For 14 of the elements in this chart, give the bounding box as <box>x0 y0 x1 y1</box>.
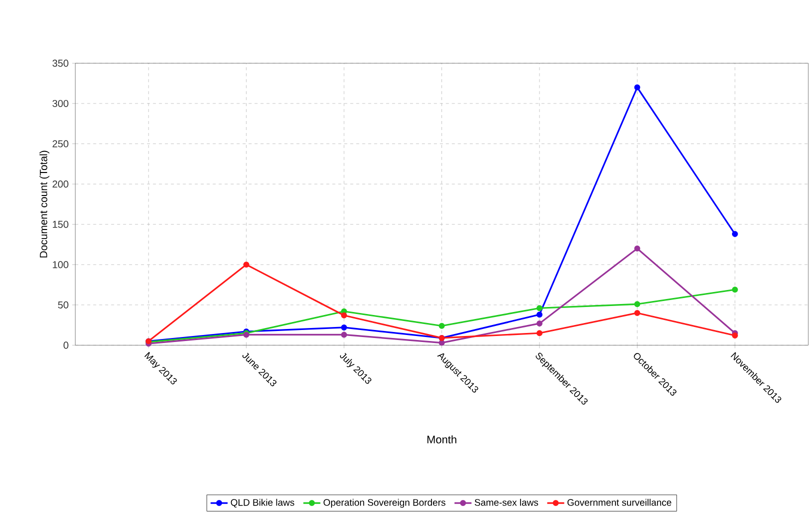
legend-label: Same-sex laws <box>474 498 538 506</box>
y-tick-label: 0 <box>64 342 68 349</box>
y-tick-label: 300 <box>52 100 68 108</box>
y-tick-label: 350 <box>52 60 68 67</box>
x-axis-title: Month <box>427 435 456 444</box>
y-tick-label: 200 <box>52 180 68 188</box>
legend-label: Operation Sovereign Borders <box>324 498 446 508</box>
y-tick-label: 50 <box>58 301 68 308</box>
y-axis-title: Document count (Total) <box>40 150 50 258</box>
legend-label: Government surveillance <box>567 498 672 506</box>
legend-label: QLD Bikie laws <box>230 498 294 508</box>
y-tick-label: 100 <box>52 261 68 268</box>
y-tick-label: 250 <box>52 140 68 148</box>
y-tick-label: 150 <box>52 220 68 228</box>
